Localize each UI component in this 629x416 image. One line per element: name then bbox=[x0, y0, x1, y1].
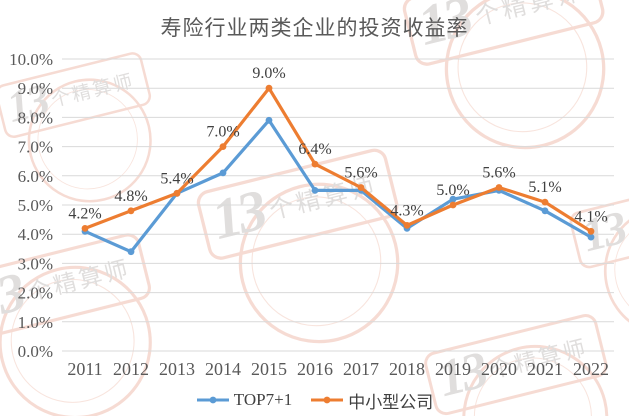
svg-text:5.0%: 5.0% bbox=[18, 196, 53, 215]
legend-line-icon bbox=[311, 396, 344, 404]
svg-text:2014: 2014 bbox=[205, 359, 241, 379]
svg-text:9.0%: 9.0% bbox=[18, 79, 53, 98]
svg-text:2013: 2013 bbox=[159, 359, 195, 379]
legend-label: 中小型公司 bbox=[348, 392, 434, 412]
svg-text:2011: 2011 bbox=[67, 359, 102, 379]
svg-text:4.8%: 4.8% bbox=[114, 188, 147, 205]
svg-text:10.0%: 10.0% bbox=[9, 50, 53, 69]
svg-text:4.2%: 4.2% bbox=[68, 205, 101, 222]
svg-text:9.0%: 9.0% bbox=[252, 65, 285, 82]
svg-text:0.0%: 0.0% bbox=[18, 342, 53, 361]
svg-text:2015: 2015 bbox=[251, 359, 287, 379]
svg-text:5.1%: 5.1% bbox=[528, 179, 561, 196]
svg-text:2019: 2019 bbox=[435, 359, 471, 379]
legend-item-small-medium-companies: 中小型公司 bbox=[310, 388, 433, 413]
svg-text:8.0%: 8.0% bbox=[18, 108, 53, 127]
svg-text:2021: 2021 bbox=[527, 359, 563, 379]
legend-item-top7plus1: TOP7+1 bbox=[196, 390, 292, 410]
svg-text:3.0%: 3.0% bbox=[18, 254, 53, 273]
legend-line-icon bbox=[196, 396, 229, 404]
svg-text:2020: 2020 bbox=[481, 359, 517, 379]
svg-text:5.6%: 5.6% bbox=[482, 165, 515, 182]
svg-text:5.0%: 5.0% bbox=[436, 182, 469, 199]
svg-text:5.6%: 5.6% bbox=[344, 165, 377, 182]
svg-text:4.3%: 4.3% bbox=[390, 202, 423, 219]
legend-label: TOP7+1 bbox=[233, 390, 293, 409]
svg-text:2016: 2016 bbox=[297, 359, 333, 379]
svg-text:2.0%: 2.0% bbox=[18, 284, 53, 303]
svg-text:6.4%: 6.4% bbox=[298, 141, 331, 158]
svg-text:2022: 2022 bbox=[573, 359, 609, 379]
svg-text:1.0%: 1.0% bbox=[18, 313, 53, 332]
svg-text:2017: 2017 bbox=[343, 359, 379, 379]
svg-text:6.0%: 6.0% bbox=[18, 167, 53, 186]
svg-text:4.1%: 4.1% bbox=[574, 208, 607, 225]
svg-text:5.4%: 5.4% bbox=[160, 170, 193, 187]
svg-text:7.0%: 7.0% bbox=[206, 124, 239, 141]
chart-title: 寿险行业两类企业的投资收益率 bbox=[160, 16, 469, 40]
svg-text:4.0%: 4.0% bbox=[18, 225, 53, 244]
chart-legend: TOP7+1 中小型公司 bbox=[0, 388, 629, 412]
svg-text:2018: 2018 bbox=[389, 359, 425, 379]
svg-text:7.0%: 7.0% bbox=[18, 138, 53, 157]
svg-text:2012: 2012 bbox=[113, 359, 149, 379]
